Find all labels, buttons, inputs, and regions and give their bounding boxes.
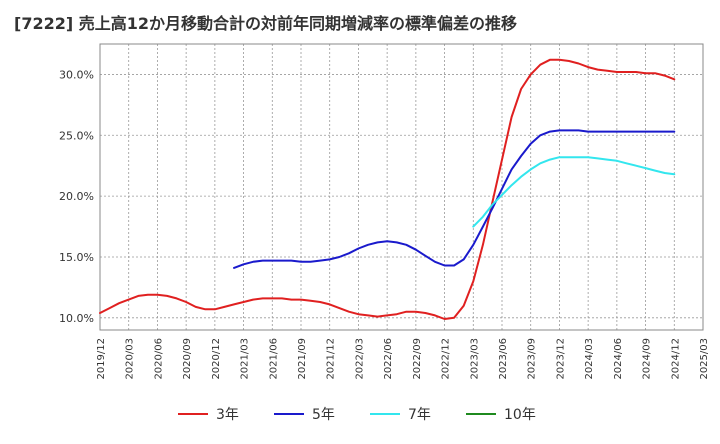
- x-tick-label: 2022/09: [412, 338, 423, 380]
- y-tick-label: 15.0%: [59, 251, 94, 264]
- legend-label: 5年: [312, 407, 335, 423]
- x-tick-label: 2023/03: [469, 338, 480, 380]
- legend-label: 10年: [504, 407, 536, 423]
- x-tick-label: 2022/06: [383, 338, 394, 380]
- legend-label: 7年: [408, 407, 431, 423]
- series-line: [472, 156, 676, 228]
- x-tick-label: 2022/03: [354, 338, 365, 380]
- x-tick-label: 2021/12: [326, 338, 337, 380]
- y-tick-label: 20.0%: [59, 190, 94, 203]
- x-tick-label: 2023/12: [555, 338, 566, 380]
- plot-area: [99, 43, 704, 331]
- series-line: [99, 58, 676, 320]
- legend-label: 3年: [216, 407, 239, 423]
- x-tick-label: 2022/12: [441, 338, 452, 380]
- x-tick-label: 2024/03: [584, 338, 595, 380]
- x-tick-label: 2024/12: [670, 338, 681, 380]
- x-tick-label: 2021/09: [297, 338, 308, 380]
- x-tick-label: 2024/09: [642, 338, 653, 380]
- y-tick-label: 30.0%: [59, 68, 94, 81]
- x-tick-label: 2023/06: [498, 338, 509, 380]
- x-tick-label: 2019/12: [96, 338, 107, 380]
- x-tick-label: 2024/06: [613, 338, 624, 380]
- series-line: [233, 129, 676, 269]
- plot-frame: [99, 43, 704, 331]
- x-tick-label: 2020/06: [153, 338, 164, 380]
- x-tick-label: 2020/03: [125, 338, 136, 380]
- x-tick-label: 2021/03: [240, 338, 251, 380]
- chart-title: [7222] 売上高12か月移動合計の対前年同期増減率の標準偏差の推移: [14, 14, 517, 33]
- y-tick-label: 25.0%: [59, 129, 94, 142]
- x-tick-label: 2023/09: [527, 338, 538, 380]
- x-tick-label: 2020/12: [211, 338, 222, 380]
- y-tick-label: 10.0%: [59, 312, 94, 325]
- x-tick-label: 2021/06: [268, 338, 279, 380]
- x-tick-label: 2025/03: [699, 338, 710, 380]
- x-tick-label: 2020/09: [182, 338, 193, 380]
